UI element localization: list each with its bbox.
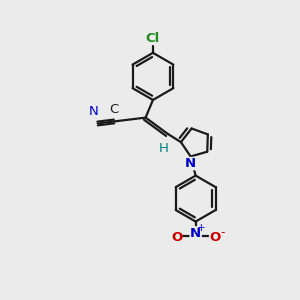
Text: C: C: [110, 103, 119, 116]
Text: H: H: [158, 142, 168, 155]
Text: +: +: [197, 223, 206, 233]
Text: O: O: [171, 231, 182, 244]
Text: N: N: [89, 106, 99, 118]
Text: O: O: [209, 231, 220, 244]
Text: N: N: [185, 157, 196, 170]
Text: -: -: [220, 226, 224, 239]
Text: Cl: Cl: [146, 32, 160, 45]
Text: N: N: [190, 227, 201, 240]
